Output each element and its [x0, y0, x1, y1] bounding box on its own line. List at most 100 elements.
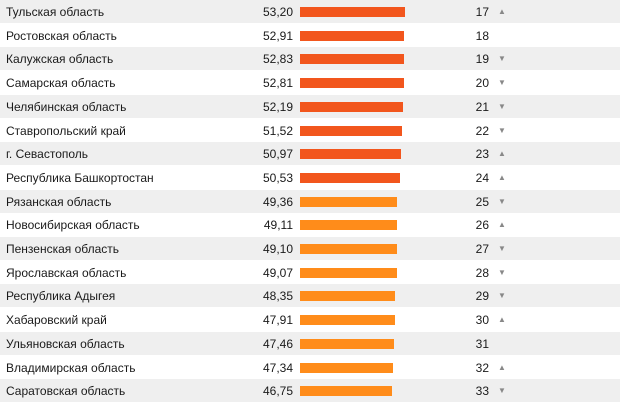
- value-bar: [300, 101, 403, 112]
- trend-up-icon: ▲: [498, 220, 506, 230]
- value-bar: [300, 7, 405, 17]
- rank-number: 17: [475, 5, 489, 19]
- region-name: Калужская область: [6, 52, 114, 67]
- index-value: 49,07: [262, 265, 293, 280]
- value-bar: [300, 244, 397, 254]
- table-row: Челябинская область 52,19 21 ▼: [0, 94, 620, 119]
- trend-down-icon: ▼: [498, 386, 506, 396]
- value-bar: [300, 291, 396, 302]
- table-row: Новосибирская область 49,11 26 ▲: [0, 213, 620, 238]
- table-row: Пензенская область 49,10 27 ▼: [0, 237, 620, 261]
- rank-number: 19: [475, 52, 489, 67]
- region-name: Саратовская область: [6, 384, 126, 399]
- trend-down-icon: ▼: [498, 196, 506, 206]
- table-row: Республика Адыгея 48,35 29 ▼: [0, 284, 620, 309]
- region-name: Новосибирская область: [6, 218, 140, 233]
- rank-number: 31: [475, 336, 489, 351]
- trend-up-icon: ▲: [498, 362, 506, 372]
- index-value: 50,53: [262, 170, 293, 185]
- rank-number: 32: [475, 360, 489, 375]
- index-value: 53,20: [262, 5, 293, 19]
- rank-number: 26: [475, 218, 489, 233]
- index-value: 50,97: [262, 147, 293, 162]
- value-bar: [300, 362, 394, 373]
- table-row: Ростовская область 52,91 18: [0, 24, 620, 48]
- index-value: 52,81: [262, 76, 293, 91]
- index-value: 52,83: [262, 52, 293, 67]
- region-name: Республика Башкортостан: [6, 170, 154, 185]
- table-row: Рязанская область 49,36 25 ▼: [0, 189, 620, 214]
- index-value: 47,34: [262, 360, 293, 375]
- trend-up-icon: ▲: [498, 172, 506, 182]
- index-value: 49,36: [262, 194, 293, 209]
- value-bar: [300, 30, 405, 41]
- rank-number: 28: [475, 265, 489, 280]
- region-name: Ростовская область: [6, 28, 117, 43]
- region-name: Ульяновская область: [6, 336, 125, 351]
- table-row: г. Севастополь 50,97 23 ▲: [0, 142, 620, 167]
- rank-number: 24: [475, 170, 489, 185]
- region-name: Ярославская область: [6, 265, 127, 280]
- trend-down-icon: ▼: [498, 78, 506, 88]
- rank-number: 25: [475, 194, 489, 209]
- value-bar: [300, 315, 395, 326]
- region-name: Республика Адыгея: [6, 289, 116, 304]
- rank-number: 29: [475, 289, 489, 304]
- rank-number: 21: [475, 99, 489, 114]
- trend-down-icon: ▼: [498, 267, 506, 277]
- value-bar: [300, 338, 394, 349]
- trend-down-icon: ▼: [498, 125, 506, 135]
- rank-number: 23: [475, 147, 489, 162]
- trend-down-icon: ▼: [498, 54, 506, 64]
- region-name: Ставропольский край: [6, 123, 126, 138]
- trend-up-icon: ▲: [498, 315, 506, 325]
- value-bar: [300, 54, 405, 65]
- value-bar: [300, 386, 393, 397]
- value-bar: [300, 78, 405, 89]
- table-row: Калужская область 52,83 19 ▼: [0, 47, 620, 72]
- table-row: Республика Башкортостан 50,53 24 ▲: [0, 166, 620, 190]
- index-value: 47,91: [262, 313, 293, 328]
- rank-number: 27: [475, 242, 489, 256]
- value-bar: [300, 172, 400, 183]
- value-bar: [300, 125, 402, 136]
- value-bar: [300, 220, 397, 231]
- trend-down-icon: ▼: [498, 291, 506, 301]
- table-row: Ярославская область 49,07 28 ▼: [0, 261, 620, 285]
- region-name: Владимирская область: [6, 360, 136, 375]
- table-row: Ставропольский край 51,52 22 ▼: [0, 119, 620, 143]
- index-value: 48,35: [262, 289, 293, 304]
- table-row: Тульская область 53,20 17 ▲: [0, 0, 620, 24]
- trend-down-icon: ▼: [498, 101, 506, 111]
- region-name: Рязанская область: [6, 194, 112, 209]
- trend-up-icon: ▲: [498, 7, 506, 16]
- rank-number: 22: [475, 123, 489, 138]
- index-value: 46,75: [262, 384, 293, 399]
- index-value: 49,10: [262, 242, 293, 256]
- index-value: 49,11: [263, 218, 293, 233]
- value-bar: [300, 149, 401, 160]
- table-row: Владимирская область 47,34 32 ▲: [0, 356, 620, 380]
- value-bar: [300, 267, 397, 278]
- index-value: 52,91: [262, 28, 293, 43]
- trend-down-icon: ▼: [498, 244, 506, 253]
- index-value: 51,52: [262, 123, 293, 138]
- rank-number: 18: [475, 28, 489, 43]
- region-name: Самарская область: [6, 76, 116, 91]
- region-name: Челябинская область: [6, 99, 127, 114]
- rank-number: 33: [475, 384, 489, 399]
- rank-number: 20: [475, 76, 489, 91]
- table-row: Самарская область 52,81 20 ▼: [0, 71, 620, 96]
- region-name: Пензенская область: [6, 242, 120, 256]
- trend-up-icon: ▲: [498, 149, 506, 159]
- table-row: Ульяновская область 47,46 31: [0, 331, 620, 356]
- value-bar: [300, 196, 398, 207]
- index-value: 47,46: [262, 336, 293, 351]
- region-name: г. Севастополь: [6, 147, 89, 162]
- table-row: Хабаровский край 47,91 30 ▲: [0, 308, 620, 333]
- region-name: Хабаровский край: [6, 313, 107, 328]
- rank-number: 30: [475, 313, 489, 328]
- region-name: Тульская область: [6, 5, 105, 19]
- table-row: Саратовская область 46,75 33 ▼: [0, 379, 620, 403]
